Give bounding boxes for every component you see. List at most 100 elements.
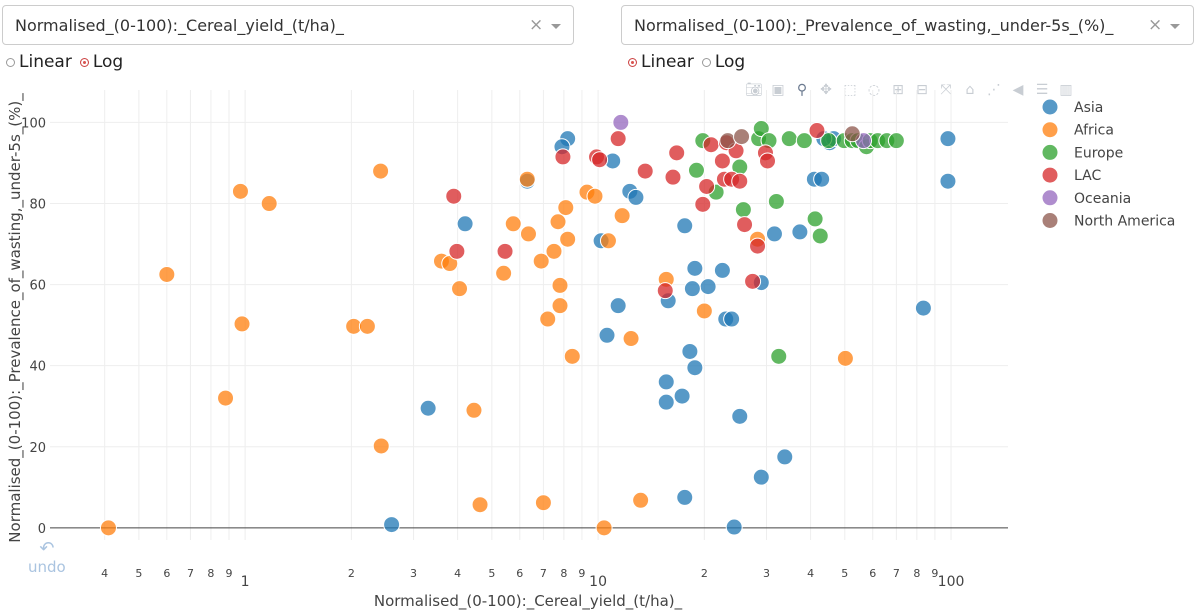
legend-marker [1041,166,1059,184]
zoom-out-icon[interactable]: ⊟ [916,82,928,98]
data-point-asia [604,152,622,170]
data-point-lac [609,130,627,148]
y-scale-radio-group: Linear Log [628,52,745,72]
data-point-lac [588,148,606,166]
data-point-europe [820,132,838,150]
data-point-lac [749,237,767,255]
hover-compare-icon[interactable]: ☰ [1035,82,1049,98]
data-point-europe [687,161,705,179]
y-axis-title: Normalised_(0-100):_Prevalence_of_wastin… [6,93,25,543]
x-tick-label: 6 [163,567,170,580]
legend-marker [1041,121,1059,139]
data-point-lac [591,151,609,169]
data-point-asia [518,172,536,190]
data-point-africa [695,302,713,320]
data-point-europe [795,132,813,150]
x-scale-radio-group: Linear Log [6,52,123,72]
y-scale-linear-radio[interactable]: Linear [628,52,694,72]
legend-marker [1041,189,1059,207]
y-variable-dropdown[interactable]: Normalised_(0-100):_Prevalence_of_wastin… [621,5,1194,45]
data-point-asia [673,387,691,405]
x-scale-linear-radio[interactable]: Linear [6,52,72,72]
data-point-africa [217,389,235,407]
data-point-europe [878,132,896,150]
y-tick-label: 100 [21,116,46,131]
x-scale-log-radio[interactable]: Log [79,52,123,72]
x-tick-label: 5 [135,567,142,580]
data-point-europe [750,130,768,148]
spike-lines-icon[interactable]: ⋰ [987,82,1001,98]
y-tick-label: 60 [29,279,46,294]
chevron-down-icon[interactable] [551,24,561,29]
data-point-lac [717,134,735,152]
data-point-europe [835,132,853,150]
data-point-europe [734,201,752,219]
grid-lines [50,90,1008,540]
data-point-europe [811,227,829,245]
data-points [99,113,957,537]
clear-icon[interactable]: × [529,15,544,35]
data-point-asia [676,217,694,235]
data-point-africa [539,310,557,328]
data-point-africa [545,242,563,260]
zoom-icon[interactable]: ⚲ [796,82,808,98]
save-icon[interactable]: ▣ [771,82,785,98]
hover-closest-icon[interactable]: ◀ [1012,82,1024,98]
data-point-africa [595,519,613,537]
x-tick-label: 8 [207,567,214,580]
radio-on-icon [79,57,89,67]
y-tick-label: 40 [29,360,46,375]
data-point-asia [598,326,616,344]
data-point-asia [657,393,675,411]
data-point-africa [495,264,513,282]
data-point-africa [599,232,617,250]
undo-label: undo [28,558,66,576]
data-point-africa [632,491,650,509]
data-point-asia [939,130,957,148]
box-select-icon[interactable]: ⬚ [843,82,857,98]
chevron-down-icon[interactable] [1170,24,1180,29]
plotly-logo-icon[interactable]: ▥ [1059,82,1073,98]
undo-button[interactable]: ↶ undo [28,540,66,577]
data-point-asia [731,407,749,425]
data-point-lac [727,142,745,160]
data-point-lac [715,170,733,188]
data-point-asia [825,130,843,148]
data-point-asia [383,516,401,534]
y-scale-log-radio[interactable]: Log [701,52,745,72]
data-point-asia [659,292,677,310]
x-variable-dropdown[interactable]: Normalised_(0-100):_Cereal_yield_(t/ha)_… [2,5,574,45]
camera-icon[interactable]: 📷︎ [745,82,763,98]
pan-icon[interactable]: ✥ [820,82,832,98]
radio-on-icon [628,57,637,67]
data-point-africa [622,330,640,348]
data-point-asia [419,399,437,417]
data-point-asia [609,297,627,315]
y-variable-value: Normalised_(0-100):_Prevalence_of_wastin… [634,16,1114,35]
x-tick-label: 6 [869,567,876,580]
x-tick-label: 9 [225,567,232,580]
radio-off-icon [6,57,15,67]
data-point-africa [345,317,363,335]
data-point-africa [471,496,489,514]
autoscale-icon[interactable]: ⤧ [940,82,952,98]
data-point-africa [504,215,522,233]
data-point-lac [723,170,741,188]
data-point-asia [681,342,699,360]
lasso-icon[interactable]: ◌ [867,82,881,98]
data-point-lac [636,162,654,180]
data-point-lac [713,152,731,170]
data-point-africa [557,199,575,217]
data-point-africa [563,347,581,365]
home-icon[interactable]: ⌂ [965,82,975,98]
data-point-oceania [612,113,630,131]
x-tick-label: 7 [187,567,194,580]
data-point-lac [694,195,712,213]
clear-icon[interactable]: × [1148,15,1163,35]
x-tick-label: 7 [893,567,900,580]
data-point-asia [683,280,701,298]
zoom-in-icon[interactable]: ⊞ [892,82,904,98]
data-point-africa [586,187,604,205]
data-point-lac [668,144,686,162]
